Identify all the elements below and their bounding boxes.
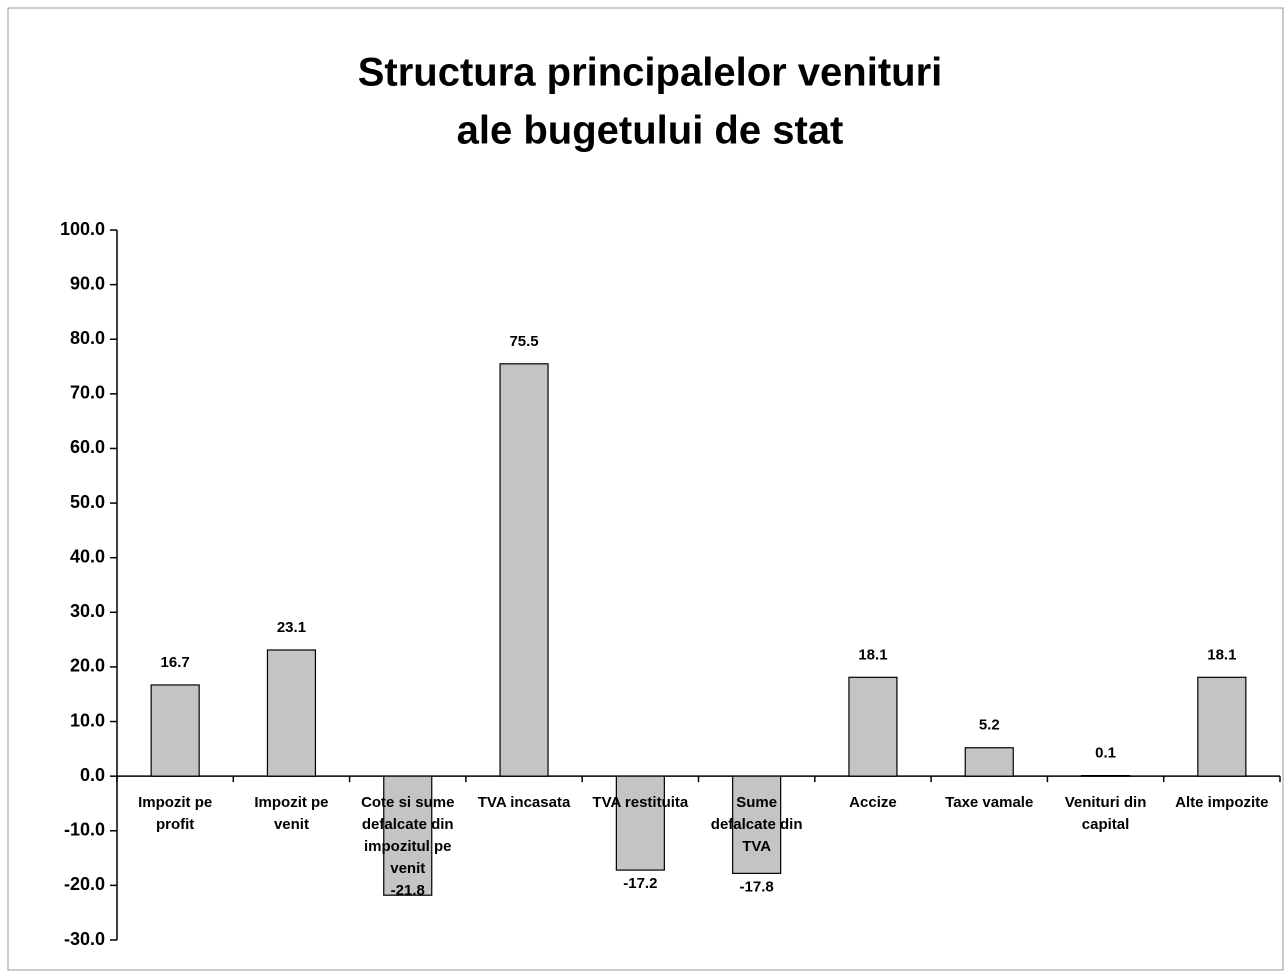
bar — [615, 775, 665, 871]
x-tick-label: Sume defalcate din TVA — [711, 794, 803, 855]
value-label: -17.2 — [623, 875, 657, 892]
y-tick-label: 90.0 — [70, 273, 105, 293]
chart-title: ale bugetului de stat — [457, 109, 844, 153]
bar — [266, 649, 317, 777]
bar — [848, 676, 898, 777]
bar — [1080, 775, 1131, 777]
x-tick-label: Accize — [849, 794, 897, 811]
x-tick-label: Impozit pe venit — [254, 794, 328, 833]
x-tick-label: Alte impozite — [1175, 794, 1268, 811]
y-tick-label: 30.0 — [70, 601, 105, 621]
bar — [499, 363, 549, 777]
bar — [150, 684, 200, 777]
y-tick-label: -30.0 — [64, 929, 105, 949]
chart-frame — [7, 7, 1284, 971]
y-tick-label: 0.0 — [80, 765, 105, 785]
x-tick-label: Venituri din capital — [1065, 794, 1147, 833]
value-label: 75.5 — [509, 333, 538, 350]
value-label: 0.1 — [1095, 745, 1116, 762]
chart-title: Structura principalelor venituri — [358, 51, 943, 95]
y-tick-label: 70.0 — [70, 383, 105, 403]
x-tick-label: Cote si sume defalcate din impozitul pe ven… — [361, 794, 454, 877]
x-tick-label: Impozit pe profit — [138, 794, 212, 833]
y-tick-label: 100.0 — [60, 219, 105, 239]
y-tick-label: 60.0 — [70, 437, 105, 457]
y-tick-label: 10.0 — [70, 710, 105, 730]
y-tick-label: -20.0 — [64, 874, 105, 894]
x-tick-label: TVA restituita — [592, 794, 689, 811]
bar — [732, 775, 782, 874]
value-label: 5.2 — [979, 717, 1000, 734]
x-tick-label: TVA incasata — [478, 794, 571, 811]
y-tick-label: -10.0 — [64, 820, 105, 840]
value-label: 18.1 — [1207, 646, 1236, 663]
bar — [964, 747, 1014, 777]
bar — [383, 775, 433, 896]
value-label: 18.1 — [858, 646, 887, 663]
value-label: 16.7 — [161, 654, 190, 671]
y-tick-label: 20.0 — [70, 656, 105, 676]
x-tick-label: Taxe vamale — [945, 794, 1033, 811]
value-label: -17.8 — [740, 878, 774, 895]
bar — [1197, 676, 1247, 777]
y-tick-label: 40.0 — [70, 546, 105, 566]
y-tick-label: 80.0 — [70, 328, 105, 348]
value-label: -21.8 — [391, 882, 425, 899]
value-label: 23.1 — [277, 619, 306, 636]
y-tick-label: 50.0 — [70, 492, 105, 512]
